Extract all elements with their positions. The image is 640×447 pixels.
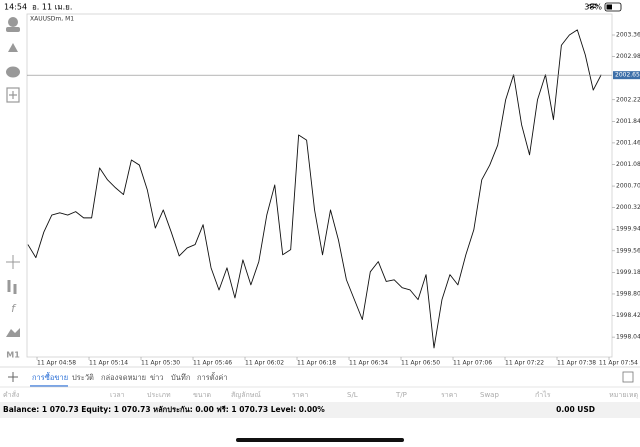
candles-icon[interactable]	[7, 280, 17, 294]
chart-title: XAUUSDm, M1	[30, 16, 74, 23]
table-header: คำสั่ง เวลา ประเภท ขนาด สัญลักษณ์ ราคา S…	[3, 390, 638, 399]
current-price-label: 2002.653	[615, 72, 640, 79]
crosshair-icon[interactable]	[6, 255, 20, 269]
column-header: กำไร	[535, 390, 551, 399]
column-header: ขนาด	[193, 391, 211, 399]
y-tick-label: 1998.420	[616, 312, 640, 319]
x-tick-label: 11 Apr 07:22	[505, 360, 544, 367]
trade-icon[interactable]	[8, 43, 18, 52]
tab[interactable]: บันทึก	[171, 373, 190, 382]
balance-text: Balance: 1 070.73 Equity: 1 070.73 หลักป…	[3, 405, 325, 414]
x-tick-label: 11 Apr 05:14	[89, 360, 128, 367]
tab[interactable]: กล่องจดหมาย	[101, 373, 146, 382]
y-tick-label: 2003.360	[616, 32, 640, 39]
x-tick-label: 11 Apr 06:18	[297, 360, 336, 367]
y-tick-label: 1999.940	[616, 226, 640, 233]
column-header: คำสั่ง	[3, 390, 19, 399]
indicator-icon[interactable]: f	[11, 302, 17, 315]
column-header: Swap	[480, 391, 499, 399]
status-time: 14:54	[4, 3, 27, 12]
x-tick-label: 11 Apr 06:50	[401, 360, 440, 367]
column-header: T/P	[395, 391, 407, 399]
timeframe[interactable]: M1	[6, 351, 20, 360]
column-header: เวลา	[110, 391, 125, 399]
account-icon[interactable]	[8, 17, 18, 27]
plus-sign	[9, 91, 17, 99]
balance-total: 0.00 USD	[556, 405, 595, 414]
wifi-icon	[587, 3, 599, 9]
tab[interactable]: ข่าว	[150, 373, 164, 382]
x-tick-label: 11 Apr 06:02	[245, 360, 284, 367]
balance-row	[0, 402, 640, 418]
column-header: สัญลักษณ์	[231, 391, 261, 399]
chart-frame	[26, 13, 613, 358]
objects-icon[interactable]	[6, 328, 20, 337]
y-tick-label: 2001.840	[616, 118, 640, 125]
y-tick-label: 2001.460	[616, 139, 640, 146]
tab[interactable]: ประวัติ	[72, 373, 94, 382]
status-date: อ. 11 เม.ย.	[32, 3, 72, 12]
x-tick-label: 11 Apr 07:06	[453, 360, 492, 367]
x-tick-label: 11 Apr 05:30	[141, 360, 180, 367]
add-button[interactable]	[8, 372, 18, 382]
x-tick-label: 11 Apr 07:54	[599, 360, 638, 367]
y-tick-label: 1999.180	[616, 269, 640, 276]
account-icon-base	[6, 27, 20, 32]
tab[interactable]: การตั้งค่า	[197, 372, 228, 382]
y-tick-label: 2001.080	[616, 161, 640, 168]
y-tick-label: 2000.320	[616, 204, 640, 211]
home-indicator	[236, 438, 404, 442]
column-header: S/L	[347, 391, 358, 399]
y-tick-label: 1998.040	[616, 334, 640, 341]
column-header: ราคา	[441, 391, 457, 399]
y-tick-label: 2002.980	[616, 53, 640, 60]
x-tick-label: 11 Apr 07:38	[557, 360, 596, 367]
price-line	[27, 29, 602, 349]
new-order-icon[interactable]	[6, 87, 20, 103]
y-tick-label: 1998.800	[616, 290, 640, 297]
left-toolbar: f M1	[6, 17, 20, 360]
column-header: ราคา	[292, 391, 308, 399]
battery-icon	[604, 2, 622, 12]
y-tick-label: 2000.700	[616, 183, 640, 190]
y-tick-label: 2002.220	[616, 96, 640, 103]
x-tick-label: 11 Apr 06:34	[349, 360, 388, 367]
tab-active[interactable]: การซื้อขาย	[32, 372, 68, 382]
column-header: หมายเหตุ	[609, 391, 638, 399]
layout-button[interactable]	[622, 371, 634, 383]
column-header: ประเภท	[147, 391, 171, 399]
y-tick-label: 1999.560	[616, 247, 640, 254]
current-price-box	[613, 71, 640, 80]
x-tick-label: 11 Apr 04:58	[37, 360, 76, 367]
x-tick-label: 11 Apr 05:46	[193, 360, 232, 367]
battery-level	[606, 4, 612, 10]
chat-icon[interactable]	[6, 66, 20, 78]
